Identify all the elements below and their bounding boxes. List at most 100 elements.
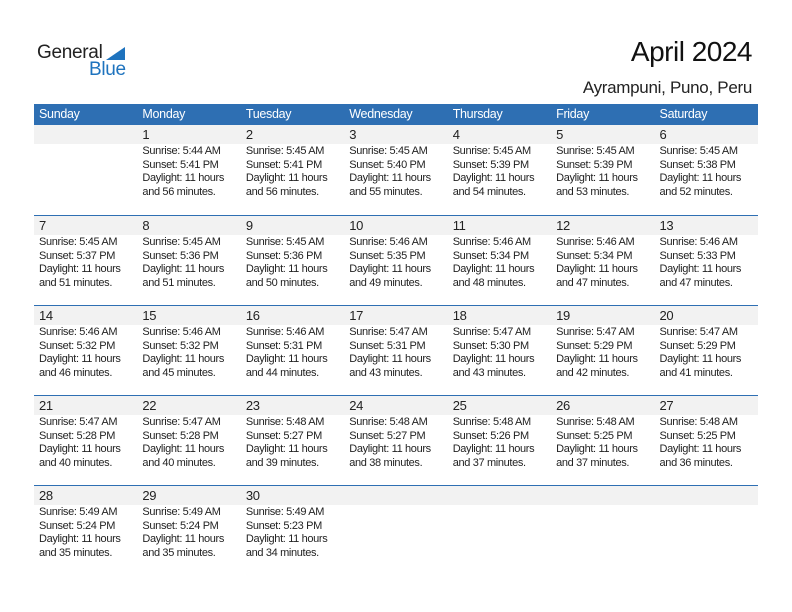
sunrise-text: Sunrise: 5:45 AM bbox=[142, 236, 221, 248]
weekday-monday: Monday bbox=[142, 107, 186, 121]
sunrise-text: Sunrise: 5:46 AM bbox=[39, 326, 118, 338]
sunset-text: Sunset: 5:25 PM bbox=[556, 429, 633, 442]
daylight-minutes-text: and 49 minutes. bbox=[349, 276, 423, 289]
day-cell: 29 Sunrise: 5:49 AM Sunset: 5:24 PM Dayligh… bbox=[137, 486, 240, 575]
empty-day-cell bbox=[344, 486, 447, 575]
weekday-friday: Friday bbox=[556, 107, 590, 121]
day-cell: 27 Sunrise: 5:48 AM Sunset: 5:25 PM Dayligh… bbox=[655, 396, 758, 485]
sunrise-text: Sunrise: 5:45 AM bbox=[452, 145, 532, 157]
sunset-text: Sunset: 5:36 PM bbox=[245, 249, 322, 262]
sunset-text: Sunset: 5:33 PM bbox=[659, 249, 736, 262]
sunset-text: Sunset: 5:32 PM bbox=[39, 339, 116, 352]
sunset-text: Sunset: 5:41 PM bbox=[142, 158, 219, 171]
sunset-text: Sunset: 5:32 PM bbox=[142, 339, 219, 352]
day-number: 13 bbox=[659, 218, 674, 233]
week-row: 7 Sunrise: 5:45 AM Sunset: 5:37 PM Daylight… bbox=[34, 215, 758, 305]
daylight-text: Daylight: 11 hours bbox=[142, 353, 224, 365]
sunset-text: Sunset: 5:36 PM bbox=[142, 249, 219, 262]
weekday-wednesday: Wednesday bbox=[349, 107, 413, 121]
daylight-minutes-text: and 40 minutes. bbox=[39, 456, 113, 469]
empty-day-cell bbox=[551, 486, 654, 575]
sunrise-text: Sunrise: 5:45 AM bbox=[556, 145, 635, 157]
day-cell: 23 Sunrise: 5:48 AM Sunset: 5:27 PM Dayligh… bbox=[241, 396, 344, 485]
day-number: 2 bbox=[245, 127, 253, 142]
day-cell: 15 Sunrise: 5:46 AM Sunset: 5:32 PM Dayligh… bbox=[137, 306, 240, 395]
day-cell: 13 Sunrise: 5:46 AM Sunset: 5:33 PM Dayligh… bbox=[655, 216, 758, 305]
day-number: 15 bbox=[142, 308, 157, 323]
daylight-minutes-text: and 54 minutes. bbox=[452, 185, 526, 198]
day-cell: 28 Sunrise: 5:49 AM Sunset: 5:24 PM Dayligh… bbox=[34, 486, 137, 575]
day-number: 16 bbox=[245, 308, 260, 323]
week-row: 28 Sunrise: 5:49 AM Sunset: 5:24 PM Dayligh… bbox=[34, 485, 758, 575]
logo-text-general: General bbox=[37, 42, 103, 63]
day-number-band bbox=[34, 396, 758, 415]
day-number: 3 bbox=[349, 127, 357, 142]
logo-text-blue: Blue bbox=[89, 59, 126, 80]
sunset-text: Sunset: 5:27 PM bbox=[349, 429, 426, 442]
day-cell: 30 Sunrise: 5:49 AM Sunset: 5:23 PM Dayligh… bbox=[241, 486, 344, 575]
sunrise-text: Sunrise: 5:47 AM bbox=[349, 326, 428, 338]
sunset-text: Sunset: 5:37 PM bbox=[39, 249, 116, 262]
location: Ayrampuni, Puno, Peru bbox=[582, 78, 752, 97]
day-number: 8 bbox=[142, 218, 150, 233]
sunrise-text: Sunrise: 5:45 AM bbox=[245, 236, 325, 248]
sunrise-text: Sunrise: 5:47 AM bbox=[452, 326, 532, 338]
day-cell: 5 Sunrise: 5:45 AM Sunset: 5:39 PM Daylight… bbox=[551, 125, 654, 215]
sunrise-text: Sunrise: 5:46 AM bbox=[349, 236, 428, 248]
day-number: 22 bbox=[142, 398, 157, 413]
daylight-text: Daylight: 11 hours bbox=[349, 263, 431, 275]
sunrise-text: Sunrise: 5:45 AM bbox=[245, 145, 325, 157]
week-row: 1 Sunrise: 5:44 AM Sunset: 5:41 PM Daylight… bbox=[34, 125, 758, 215]
daylight-minutes-text: and 51 minutes. bbox=[39, 276, 113, 289]
day-number: 4 bbox=[452, 127, 460, 142]
sunset-text: Sunset: 5:35 PM bbox=[349, 249, 426, 262]
sunrise-text: Sunrise: 5:46 AM bbox=[659, 236, 739, 248]
daylight-minutes-text: and 38 minutes. bbox=[349, 456, 423, 469]
day-number: 10 bbox=[349, 218, 364, 233]
sunrise-text: Sunrise: 5:48 AM bbox=[659, 416, 739, 428]
week-row: 21 Sunrise: 5:47 AM Sunset: 5:28 PM Dayligh… bbox=[34, 395, 758, 485]
sunset-text: Sunset: 5:34 PM bbox=[452, 249, 529, 262]
sunrise-text: Sunrise: 5:48 AM bbox=[556, 416, 635, 428]
sunrise-text: Sunrise: 5:49 AM bbox=[245, 506, 325, 518]
sunrise-text: Sunrise: 5:47 AM bbox=[556, 326, 635, 338]
day-cell: 2 Sunrise: 5:45 AM Sunset: 5:41 PM Daylight… bbox=[241, 125, 344, 215]
daylight-minutes-text: and 47 minutes. bbox=[556, 276, 630, 289]
day-cell: 24 Sunrise: 5:48 AM Sunset: 5:27 PM Dayligh… bbox=[344, 396, 447, 485]
day-number: 19 bbox=[556, 308, 570, 323]
daylight-text: Daylight: 11 hours bbox=[556, 353, 638, 365]
daylight-minutes-text: and 37 minutes. bbox=[556, 456, 630, 469]
sunrise-text: Sunrise: 5:47 AM bbox=[659, 326, 739, 338]
day-number: 5 bbox=[556, 127, 563, 142]
daylight-minutes-text: and 43 minutes. bbox=[452, 366, 526, 379]
day-cell: 19 Sunrise: 5:47 AM Sunset: 5:29 PM Dayligh… bbox=[551, 306, 654, 395]
daylight-text: Daylight: 11 hours bbox=[556, 172, 638, 184]
sunset-text: Sunset: 5:26 PM bbox=[452, 429, 529, 442]
sunset-text: Sunset: 5:34 PM bbox=[556, 249, 633, 262]
sunrise-text: Sunrise: 5:45 AM bbox=[659, 145, 739, 157]
day-cell: 7 Sunrise: 5:45 AM Sunset: 5:37 PM Daylight… bbox=[34, 216, 137, 305]
sunrise-text: Sunrise: 5:48 AM bbox=[452, 416, 532, 428]
daylight-minutes-text: and 34 minutes. bbox=[245, 546, 319, 559]
day-cell: 6 Sunrise: 5:45 AM Sunset: 5:38 PM Daylight… bbox=[655, 125, 758, 215]
daylight-text: Daylight: 11 hours bbox=[142, 443, 224, 455]
sunset-text: Sunset: 5:28 PM bbox=[142, 429, 219, 442]
day-number: 25 bbox=[452, 398, 467, 413]
daylight-text: Daylight: 11 hours bbox=[349, 172, 431, 184]
weekday-tuesday: Tuesday bbox=[245, 107, 292, 121]
sunset-text: Sunset: 5:39 PM bbox=[556, 158, 633, 171]
day-number: 20 bbox=[659, 308, 674, 323]
day-number: 6 bbox=[659, 127, 667, 142]
day-cell: 26 Sunrise: 5:48 AM Sunset: 5:25 PM Dayligh… bbox=[551, 396, 654, 485]
sunset-text: Sunset: 5:29 PM bbox=[556, 339, 633, 352]
daylight-text: Daylight: 11 hours bbox=[245, 263, 328, 275]
day-number: 9 bbox=[245, 218, 253, 233]
weekday-sunday: Sunday bbox=[39, 107, 80, 121]
daylight-minutes-text: and 36 minutes. bbox=[659, 456, 733, 469]
daylight-minutes-text: and 37 minutes. bbox=[452, 456, 526, 469]
day-cell: 18 Sunrise: 5:47 AM Sunset: 5:30 PM Dayligh… bbox=[448, 306, 551, 395]
daylight-text: Daylight: 11 hours bbox=[245, 353, 328, 365]
daylight-text: Daylight: 11 hours bbox=[245, 533, 328, 545]
day-number-band bbox=[34, 306, 758, 325]
daylight-minutes-text: and 44 minutes. bbox=[245, 366, 319, 379]
